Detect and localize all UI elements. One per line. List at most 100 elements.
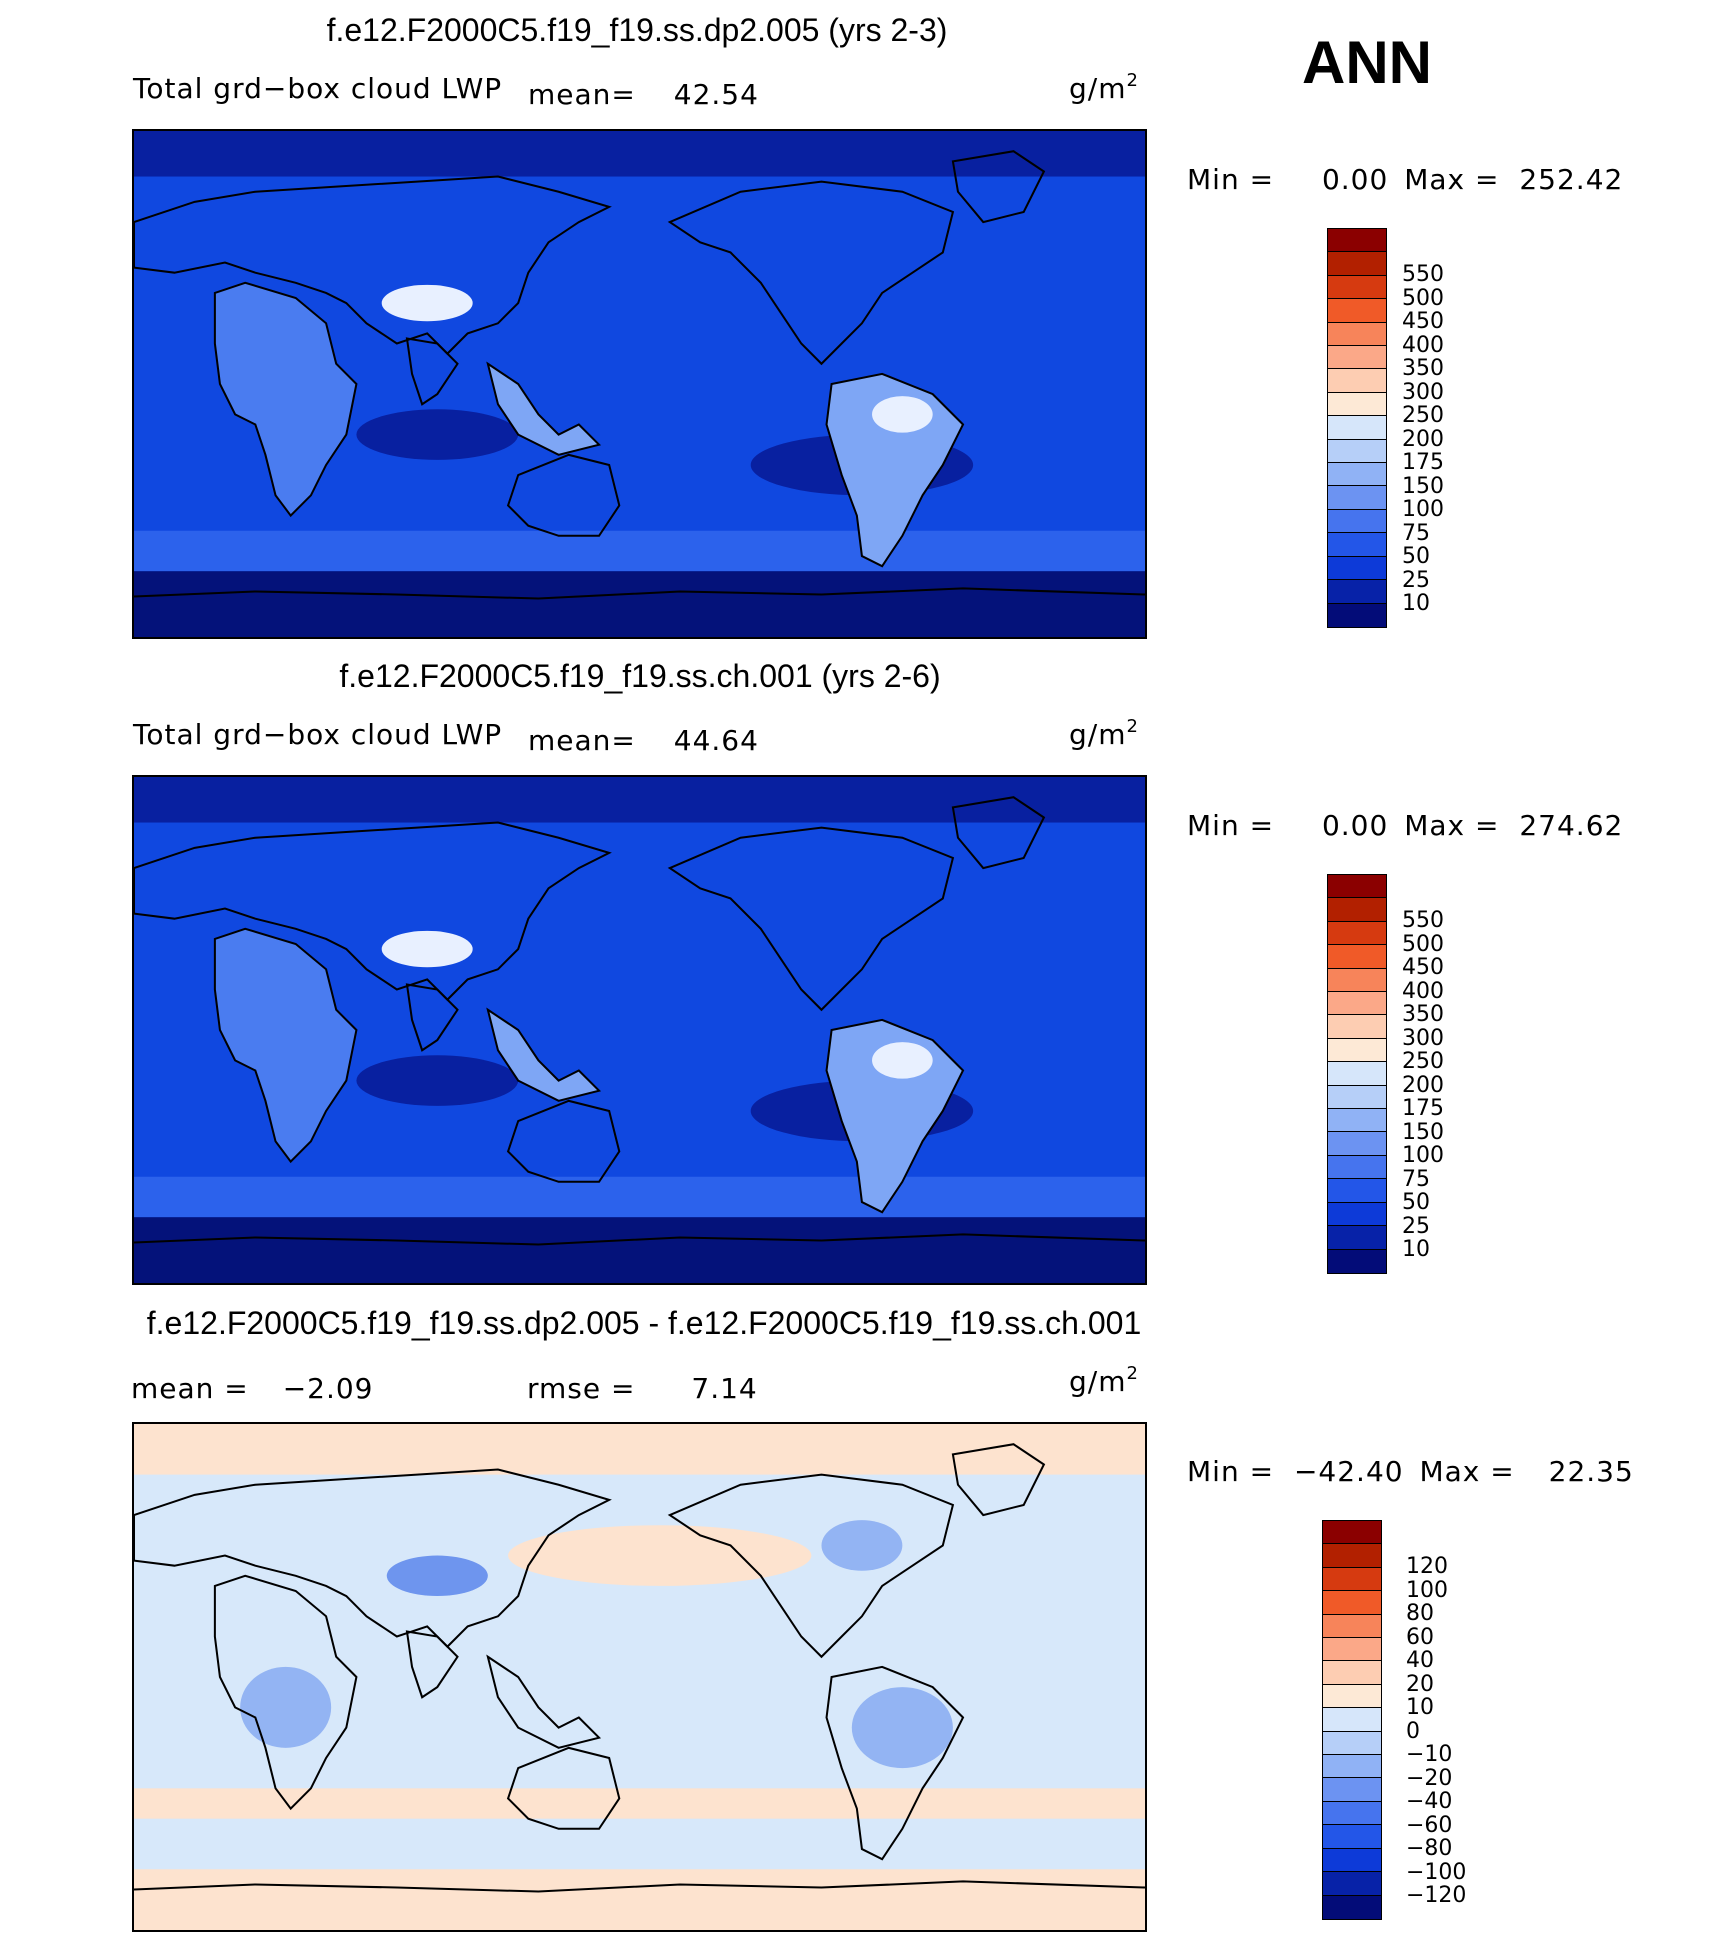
panel3-mean-label: mean = bbox=[131, 1372, 249, 1405]
coastline-seasia bbox=[486, 1007, 602, 1102]
positive-region bbox=[134, 1869, 1145, 1930]
colorbar-swatch bbox=[1328, 1202, 1386, 1227]
panel3-min-label: Min = bbox=[1187, 1455, 1275, 1488]
panel1-max-label: Max = bbox=[1404, 163, 1500, 196]
colorbar-tick-label: 550 bbox=[1402, 262, 1444, 288]
colorbar-tick-label: 450 bbox=[1402, 309, 1444, 335]
colorbar-tick-label: 120 bbox=[1406, 1554, 1448, 1580]
colorbar-tick-label: 40 bbox=[1406, 1648, 1434, 1674]
coastline-namerica bbox=[667, 826, 955, 1012]
colorbar-tick-label: 550 bbox=[1402, 908, 1444, 934]
coastline-samerica bbox=[825, 1018, 965, 1214]
panel3-mean-value: −2.09 bbox=[282, 1372, 374, 1405]
colorbar-swatch bbox=[1328, 509, 1386, 534]
panel2-title: f.e12.F2000C5.f19_f19.ss.ch.001 (yrs 2-6… bbox=[339, 658, 941, 694]
map-svg bbox=[134, 131, 1145, 637]
coastline-namerica bbox=[667, 1473, 955, 1659]
land-region bbox=[214, 282, 357, 516]
colorbar-swatch bbox=[1328, 556, 1386, 581]
colorbar-swatch bbox=[1323, 1708, 1381, 1732]
land-region bbox=[214, 928, 357, 1162]
panel1-mean: mean= 42.54 bbox=[528, 78, 759, 111]
colorbar-swatch bbox=[1328, 1015, 1386, 1039]
colorbar-tick-label: 400 bbox=[1402, 332, 1444, 358]
panel3-minmax: Min = −42.40 Max = 22.35 bbox=[1187, 1455, 1634, 1488]
colorbar-swatch bbox=[1328, 392, 1386, 417]
colorbar-tick-label: 175 bbox=[1402, 1096, 1444, 1122]
colorbar-tick-label: 50 bbox=[1402, 1190, 1430, 1216]
colorbar-swatch bbox=[1328, 346, 1386, 370]
subtropical-low-region bbox=[356, 1055, 519, 1106]
colorbar-swatch bbox=[1328, 921, 1386, 946]
colorbar-tick-label: 75 bbox=[1402, 520, 1430, 546]
wet-land-region bbox=[487, 363, 600, 455]
coastline-samerica bbox=[825, 1665, 965, 1861]
units-exp: 2 bbox=[1126, 716, 1139, 737]
coastline-africa bbox=[213, 1574, 358, 1811]
coastline-australia bbox=[506, 1746, 621, 1830]
colorbar-tick-label: 80 bbox=[1406, 1601, 1434, 1627]
colorbar-tick-label: 10 bbox=[1402, 591, 1430, 617]
colorbar-swatch bbox=[1323, 1895, 1381, 1919]
colorbar-swatch bbox=[1328, 945, 1386, 969]
colorbar-tick-label: 150 bbox=[1402, 1119, 1444, 1145]
coastline-antarctica bbox=[134, 1880, 1145, 1893]
colorbar-tick-label: 350 bbox=[1402, 1002, 1444, 1028]
colorbar-swatch bbox=[1323, 1684, 1381, 1709]
storm-track-band bbox=[134, 1176, 1145, 1218]
negative-region bbox=[240, 1666, 332, 1748]
colorbar-tick-label: 200 bbox=[1402, 1072, 1444, 1098]
panel2-minmax: Min = 0.00 Max = 274.62 bbox=[1187, 809, 1623, 842]
coastline-africa bbox=[213, 927, 358, 1164]
map-svg bbox=[134, 777, 1145, 1283]
coastline-india bbox=[405, 1630, 459, 1699]
colorbar-tick-label: 25 bbox=[1402, 1213, 1430, 1239]
panel2-colorbar bbox=[1327, 874, 1387, 1274]
panel1-mean-label: mean= bbox=[528, 78, 636, 111]
panel1-min-value: 0.00 bbox=[1321, 163, 1389, 196]
colorbar-swatch bbox=[1328, 603, 1386, 627]
panel3-min-value: −42.40 bbox=[1293, 1455, 1404, 1488]
coastline-seasia bbox=[486, 361, 602, 456]
colorbar-tick-label: −40 bbox=[1406, 1789, 1453, 1815]
colorbar-tick-label: 175 bbox=[1402, 450, 1444, 476]
antarctic-band bbox=[134, 1217, 1145, 1283]
coastline-namerica bbox=[667, 180, 955, 366]
colorbar-tick-label: 75 bbox=[1402, 1166, 1430, 1192]
storm-track-band bbox=[134, 530, 1145, 572]
panel2-max-value: 274.62 bbox=[1519, 809, 1624, 842]
colorbar-swatch bbox=[1328, 1109, 1386, 1133]
panel3-units: g/m2 bbox=[1069, 1363, 1139, 1398]
panel2-mean: mean= 44.64 bbox=[528, 724, 759, 757]
panel2-map bbox=[132, 775, 1147, 1285]
panel3-rmse-label: rmse = bbox=[527, 1372, 636, 1405]
colorbar-swatch bbox=[1328, 875, 1386, 899]
colorbar-tick-label: 350 bbox=[1402, 356, 1444, 382]
panel2-max-label: Max = bbox=[1404, 809, 1500, 842]
coastline-australia bbox=[506, 1099, 621, 1183]
colorbar-swatch bbox=[1328, 1155, 1386, 1180]
colorbar-swatch bbox=[1328, 369, 1386, 393]
wet-land-region bbox=[487, 1009, 600, 1101]
panel3-rmse-value: 7.14 bbox=[691, 1372, 758, 1405]
colorbar-swatch bbox=[1323, 1521, 1381, 1545]
colorbar-swatch bbox=[1323, 1755, 1381, 1779]
colorbar-tick-label: 25 bbox=[1402, 567, 1430, 593]
coastline-eurasia bbox=[134, 175, 612, 356]
panel2-mean-label: mean= bbox=[528, 724, 636, 757]
colorbar-swatch bbox=[1323, 1567, 1381, 1592]
season-label: ANN bbox=[1302, 29, 1432, 96]
colorbar-tick-label: 250 bbox=[1402, 403, 1444, 429]
colorbar-swatch bbox=[1328, 439, 1386, 464]
coastline-australia bbox=[506, 453, 621, 537]
colorbar-tick-label: 150 bbox=[1402, 473, 1444, 499]
colorbar-swatch bbox=[1323, 1872, 1381, 1896]
high-lwp-region bbox=[872, 1042, 933, 1079]
colorbar-tick-label: 400 bbox=[1402, 978, 1444, 1004]
colorbar-swatch bbox=[1328, 992, 1386, 1016]
colorbar-swatch bbox=[1328, 463, 1386, 487]
colorbar-swatch bbox=[1328, 1249, 1386, 1273]
colorbar-swatch bbox=[1323, 1801, 1381, 1826]
colorbar-tick-label: 60 bbox=[1406, 1624, 1434, 1650]
colorbar-tick-label: −60 bbox=[1406, 1812, 1453, 1838]
